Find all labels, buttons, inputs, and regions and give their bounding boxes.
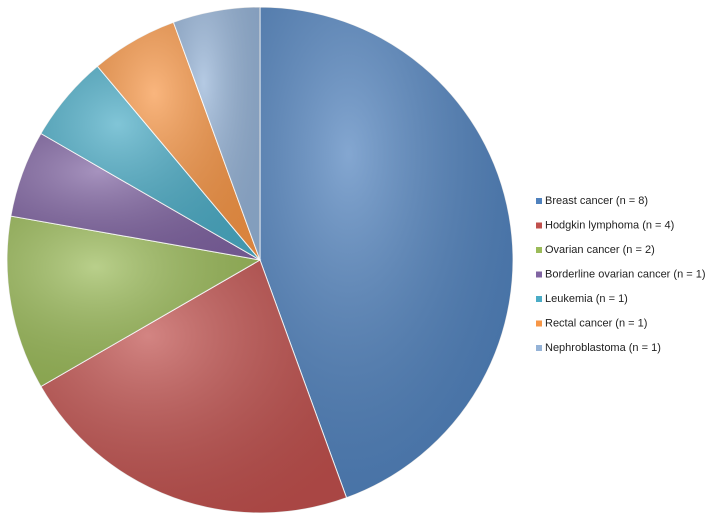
legend-label: Leukemia (n = 1)	[545, 293, 628, 305]
pie	[6, 6, 514, 514]
legend-swatch	[536, 198, 542, 204]
legend-swatch	[536, 271, 542, 278]
legend-swatch	[536, 296, 542, 302]
legend-swatch	[536, 247, 542, 253]
legend-label: Hodgkin lymphoma (n = 4)	[545, 219, 674, 231]
legend-label: Borderline ovarian cancer (n = 1)	[545, 268, 706, 280]
legend-label: Ovarian cancer (n = 2)	[545, 244, 655, 256]
legend-label: Nephroblastoma (n = 1)	[545, 342, 661, 354]
legend-swatch	[536, 222, 542, 229]
legend: Breast cancer (n = 8) Hodgkin lymphoma (n…	[536, 195, 706, 354]
legend-swatch	[536, 320, 542, 327]
legend-label: Rectal cancer (n = 1)	[545, 317, 647, 329]
legend-swatch	[536, 345, 542, 351]
legend-label: Breast cancer (n = 8)	[545, 195, 648, 207]
